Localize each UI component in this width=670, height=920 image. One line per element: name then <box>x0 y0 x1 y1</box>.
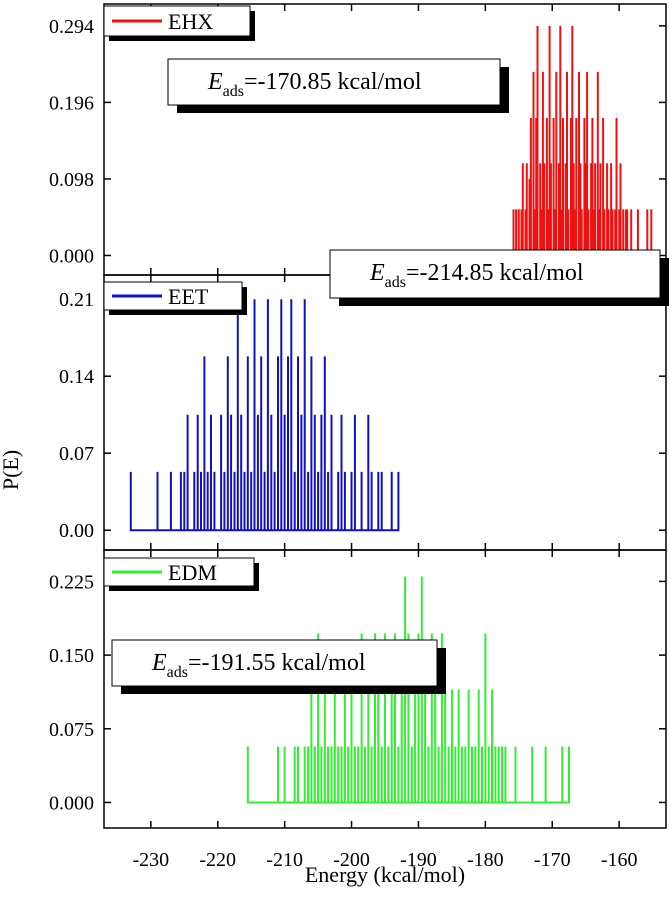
y-tick-label: 0.098 <box>49 169 94 191</box>
x-tick-label: -200 <box>333 849 370 871</box>
y-tick-label: 0.196 <box>49 92 94 114</box>
panel-eet: 0.00 0.07 0.14 0.21 EET Eads=-214.85 kcal/mol <box>59 249 669 551</box>
y-tick-label: 0.225 <box>49 571 94 593</box>
x-tick-label: -160 <box>601 849 638 871</box>
y-tick-label: 0.21 <box>59 289 94 311</box>
annotation-text: Eads=-214.85 kcal/mol <box>369 260 584 291</box>
y-tick-label: 0.000 <box>49 245 94 267</box>
series-line-eet <box>129 299 400 532</box>
y-axis-label: P(E) <box>0 450 23 490</box>
legend-label: EDM <box>168 560 217 585</box>
x-tick-label: -190 <box>400 849 437 871</box>
x-axis-label: Energy (kcal/mol) <box>305 862 465 887</box>
x-axis: -230 -220 -210 -200 -190 -180 -170 -160 <box>132 849 637 871</box>
x-tick-label: -210 <box>266 849 303 871</box>
y-tick-label: 0.00 <box>59 520 94 542</box>
panel-frame <box>103 549 667 829</box>
annotation-box <box>167 58 501 106</box>
legend-label: EHX <box>168 9 213 34</box>
series-line-ehx <box>512 25 653 257</box>
y-tick-label: 0.07 <box>59 443 94 465</box>
annotation-box <box>329 249 661 299</box>
chart-panels: 0.000 0.098 0.196 0.294 EHX Eads=-170.85 kcal… <box>49 3 669 829</box>
panel-edm: 0.000 0.075 0.150 0.225 EDM Eads=-191.55 kcal… <box>49 549 667 829</box>
x-tick-label: -230 <box>132 849 169 871</box>
annotation-box <box>111 639 438 687</box>
annotation-text: Eads=-191.55 kcal/mol <box>151 650 366 681</box>
y-tick-label: 0.294 <box>49 16 94 38</box>
y-tick-label: 0.14 <box>59 366 94 388</box>
x-tick-label: -170 <box>534 849 571 871</box>
y-tick-label: 0.075 <box>49 719 94 741</box>
x-tick-label: -180 <box>467 849 504 871</box>
y-tick-label: 0.150 <box>49 645 94 667</box>
annotation-text: Eads=-170.85 kcal/mol <box>207 69 422 100</box>
y-tick-label: 0.000 <box>49 792 94 814</box>
panel-ehx: 0.000 0.098 0.196 0.294 EHX Eads=-170.85 kcal… <box>49 3 667 276</box>
legend-label: EET <box>168 284 209 309</box>
x-tick-label: -220 <box>199 849 236 871</box>
